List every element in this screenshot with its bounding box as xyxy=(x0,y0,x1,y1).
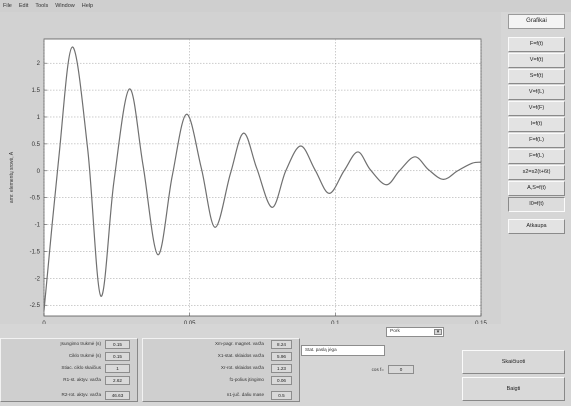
graph-button-9[interactable]: s2=s2(t+6t) xyxy=(508,165,565,180)
param-value-cycle-count[interactable]: 1 xyxy=(105,364,130,373)
param-value-cycle-duration[interactable]: 0.15 xyxy=(105,352,130,361)
param-label-cycle-duration: Ciklo trukmė (s) xyxy=(68,353,101,358)
menu-bar: File Edit Tools Window Help xyxy=(0,0,571,12)
x-tick-label: 0.1 xyxy=(331,321,340,324)
y-axis-label: amr. elementų srovė, A xyxy=(9,151,15,203)
graph-button-11[interactable]: I0=f(t) xyxy=(508,197,565,212)
graph-button-1[interactable]: F=f(t) xyxy=(508,37,565,52)
graphs-title: Grafikai xyxy=(508,14,565,29)
y-tick-label: -2.5 xyxy=(30,303,41,309)
param-value-switch-duration[interactable]: 0.15 xyxy=(105,340,130,349)
y-tick-label: 0.5 xyxy=(32,142,41,148)
y-tick-label: 1.5 xyxy=(32,88,41,94)
y-tick-label: -0.5 xyxy=(30,196,41,202)
graph-button-8[interactable]: F=f(L) xyxy=(508,149,565,164)
coef-label: cos f= xyxy=(371,367,384,372)
status-field: Stat. paslą įėga xyxy=(301,345,385,356)
param-label-xr: Xr-rot. sklaidos varža xyxy=(220,365,264,370)
plot-frame: -2.5-2-1.5-1-0.500.511.5200.050.10.15lai… xyxy=(0,12,501,324)
param-label-f1: f1-polius įtingimo xyxy=(229,377,264,382)
y-tick-label: -1 xyxy=(35,223,41,229)
y-tick-label: 1 xyxy=(37,115,41,121)
menu-window[interactable]: Window xyxy=(55,3,75,9)
y-tick-label: 2 xyxy=(37,61,41,67)
param-value-f1[interactable]: 0.06 xyxy=(271,376,292,385)
series-line xyxy=(43,46,482,311)
y-tick-label: 0 xyxy=(37,169,41,175)
param-label-switch-duration: Įsungimo trukmė (s) xyxy=(60,341,101,346)
aktuaka-button[interactable]: Atkaupa xyxy=(508,219,565,234)
param-value-r1[interactable]: 2.62 xyxy=(105,376,130,385)
param-label-x1: X1-stat. sklaidos varža xyxy=(217,353,264,358)
param-value-x1[interactable]: 5.96 xyxy=(271,352,292,361)
finish-button[interactable]: Baigti xyxy=(462,377,565,401)
param-label-r2: R2-rot. aktyv. varža xyxy=(61,392,101,397)
param-label-n1: n1-juč. daliu mase xyxy=(226,392,264,397)
graph-button-3[interactable]: S=f(t) xyxy=(508,69,565,84)
current-plot: -2.5-2-1.5-1-0.500.511.5200.050.10.15lai… xyxy=(9,38,487,324)
graph-button-10[interactable]: A,S=f(t) xyxy=(508,181,565,196)
menu-help[interactable]: Help xyxy=(81,3,94,9)
param-value-r2[interactable]: 46.63 xyxy=(105,391,130,400)
chevron-down-icon[interactable]: ▾ xyxy=(434,329,442,335)
menu-tools[interactable]: Tools xyxy=(35,3,49,9)
mode-dropdown[interactable]: Pork ▾ xyxy=(386,327,444,337)
graph-button-7[interactable]: F=f(L) xyxy=(508,133,565,148)
y-tick-label: -2 xyxy=(35,276,41,282)
calculate-button[interactable]: Skaičiuoti xyxy=(462,350,565,374)
graph-button-4[interactable]: V=f(L) xyxy=(508,85,565,100)
graph-button-6[interactable]: I=f(t) xyxy=(508,117,565,132)
y-tick-label: -1.5 xyxy=(30,249,41,255)
param-value-n1[interactable]: 0.5 xyxy=(271,391,292,400)
param-label-cycle-count: Stiac. ciklo skaičius xyxy=(61,365,101,370)
graph-button-2[interactable]: V=f(t) xyxy=(508,53,565,68)
coef-value[interactable]: 0 xyxy=(388,365,414,374)
menu-file[interactable]: File xyxy=(3,3,12,9)
x-tick-label: 0.15 xyxy=(475,321,487,324)
graph-button-5[interactable]: V=f(F) xyxy=(508,101,565,116)
param-label-xm: Xm-pagr. magnet. varža xyxy=(214,341,264,346)
x-tick-label: 0 xyxy=(42,321,46,324)
plot-area xyxy=(43,38,482,317)
menu-edit[interactable]: Edit xyxy=(18,3,29,9)
mode-dropdown-value: Pork xyxy=(390,329,400,334)
param-value-xr[interactable]: 1.23 xyxy=(271,364,292,373)
param-label-r1: R1-st. aktyv. varža xyxy=(63,377,101,382)
param-value-xm[interactable]: 8.24 xyxy=(271,340,292,349)
x-tick-label: 0.05 xyxy=(184,321,196,324)
